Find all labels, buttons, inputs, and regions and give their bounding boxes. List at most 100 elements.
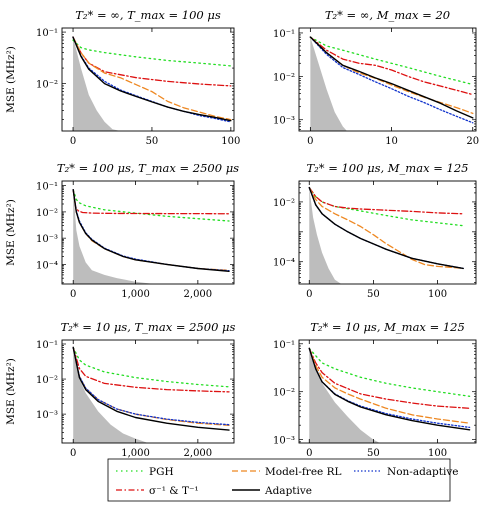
series-line-nonadaptive [72, 346, 230, 426]
y-tick-label: 10⁻³ [36, 410, 58, 421]
x-tick-label: 50 [146, 136, 159, 147]
series-line-pgh [309, 36, 474, 86]
x-tick-label: 0 [70, 289, 76, 300]
series-line-sigma [72, 346, 230, 393]
legend: PGH Model-free RL Non-adaptive σ⁻¹ & T⁻¹ Ada… [107, 458, 459, 502]
chart-5: T₂* = 10 μs, T_max = 2500 μs MSE (MHz²) 0 1… [5, 320, 236, 459]
chart-6: T₂* = 10 μs, M_max = 125 0 50 100 10⁻³ 10⁻² 10… [273, 320, 477, 459]
chart-title: T₂* = 10 μs, T_max = 2500 μs [61, 320, 236, 334]
chart-title: T₂* = ∞, T_max = 100 μs [75, 8, 221, 22]
plot-frame [61, 27, 235, 132]
chart-title: T₂* = 100 μs, M_max = 125 [307, 161, 469, 175]
series-line-adaptive [308, 347, 471, 431]
x-tick-label: 0 [70, 448, 76, 459]
series-line-rl [72, 189, 230, 271]
x-tick-label: 0 [70, 136, 76, 147]
series-line-pgh [72, 189, 230, 222]
chart-1: T₂* = ∞, T_max = 100 μs MSE (MHz²) 0 50 100 1… [5, 8, 240, 147]
legend-frame [107, 458, 451, 502]
series-line-sigma [309, 36, 474, 96]
shaded-area [73, 347, 148, 443]
y-tick-label: 10⁻¹ [36, 340, 58, 351]
series-line-pgh [72, 39, 232, 67]
x-tick-label: 50 [367, 289, 380, 300]
plot-area [72, 346, 230, 443]
chart-2: T₂* = ∞, M_max = 20 0 10 20 10⁻³ 10⁻² 10⁻¹ [273, 8, 479, 147]
x-tick-label: 0 [306, 448, 312, 459]
series-line-rl [309, 36, 474, 115]
y-tick-label: 10⁻² [273, 72, 295, 83]
series-line-adaptive [72, 36, 232, 122]
y-tick-label: 10⁻² [273, 388, 295, 399]
legend-label-rl: Model-free RL [265, 466, 341, 478]
series-line-rl [308, 347, 471, 424]
legend-label-sigma: σ⁻¹ & T⁻¹ [149, 485, 199, 497]
x-tick-label: 1,000 [121, 289, 150, 300]
shaded-area [73, 37, 121, 131]
legend-label-adaptive: Adaptive [264, 485, 312, 497]
series-line-sigma [308, 186, 464, 215]
plot-area [72, 36, 232, 131]
y-tick-label: 10⁻¹ [36, 182, 58, 193]
y-tick-label: 10⁻² [36, 375, 58, 386]
legend-label-pgh: PGH [149, 466, 174, 478]
plot-area [308, 186, 464, 284]
y-tick-label: 10⁻¹ [36, 28, 58, 39]
shaded-area [310, 37, 347, 131]
series-line-nonadaptive [308, 186, 464, 270]
y-tick-label: 10⁻³ [273, 116, 295, 127]
legend-label-nonadaptive: Non-adaptive [387, 466, 459, 478]
chart-4: T₂* = 100 μs, M_max = 125 0 50 100 10⁻⁴ 10⁻² [273, 161, 477, 300]
shaded-area [309, 187, 342, 284]
chart-title: T₂* = 10 μs, M_max = 125 [310, 320, 465, 334]
y-axis-label: MSE (MHz²) [5, 46, 17, 113]
x-tick-label: 50 [367, 448, 380, 459]
series-line-pgh [72, 346, 230, 388]
y-tick-label: 10⁻² [36, 208, 58, 219]
x-tick-label: 2,000 [184, 289, 213, 300]
plot-frame [298, 180, 477, 285]
y-axis-label: MSE (MHz²) [5, 358, 17, 425]
y-tick-label: 10⁻¹ [273, 340, 295, 351]
x-tick-label: 20 [466, 136, 479, 147]
x-tick-label: 1,000 [121, 448, 150, 459]
series-line-adaptive [308, 186, 464, 270]
shaded-area [73, 189, 155, 284]
y-tick-label: 10⁻⁴ [36, 260, 58, 271]
plot-frame [61, 339, 235, 444]
y-tick-label: 10⁻² [36, 80, 58, 91]
x-tick-label: 100 [428, 289, 447, 300]
series-line-sigma [308, 347, 471, 409]
plot-frame [298, 27, 477, 132]
series-line-adaptive [72, 188, 230, 272]
chart-3: T₂* = 100 μs, T_max = 2500 μs MSE (MHz²) 0… [5, 161, 239, 300]
y-tick-label: 10⁻¹ [273, 29, 295, 40]
x-tick-label: 10 [385, 136, 398, 147]
shaded-area [309, 348, 380, 443]
plot-area [309, 36, 474, 131]
x-tick-label: 0 [307, 136, 313, 147]
series-line-adaptive [309, 36, 474, 119]
y-tick-label: 10⁻³ [273, 436, 295, 447]
x-tick-label: 100 [428, 448, 447, 459]
y-tick-label: 10⁻³ [36, 234, 58, 245]
x-tick-label: 0 [306, 289, 312, 300]
series-line-rl [72, 36, 232, 121]
plot-frame [61, 180, 235, 285]
series-line-pgh [308, 347, 471, 397]
x-tick-label: 2,000 [184, 448, 213, 459]
plot-area [308, 347, 471, 443]
series-line-nonadaptive [72, 189, 230, 272]
y-tick-label: 10⁻² [273, 198, 295, 209]
series-line-adaptive [72, 346, 230, 431]
y-axis-label: MSE (MHz²) [5, 199, 17, 266]
x-tick-label: 100 [221, 136, 240, 147]
series-line-sigma [72, 189, 230, 215]
series-line-pgh [308, 186, 464, 227]
plot-area [72, 188, 230, 284]
series-line-nonadaptive [309, 36, 474, 124]
y-tick-label: 10⁻⁴ [273, 258, 295, 269]
series-line-sigma [72, 36, 232, 87]
chart-title: T₂* = ∞, M_max = 20 [325, 8, 450, 22]
